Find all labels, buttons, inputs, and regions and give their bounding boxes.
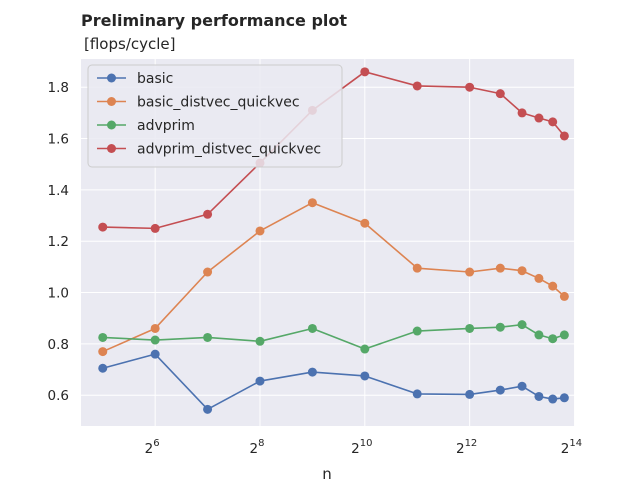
data-point	[559, 131, 569, 141]
data-point	[98, 332, 108, 342]
data-point	[412, 389, 422, 399]
x-tick-base: 2	[561, 441, 570, 457]
series-basic	[98, 349, 569, 414]
data-point	[203, 332, 213, 342]
legend-item: advprim_distvec_quickvec	[97, 142, 321, 158]
x-tick-label: 26	[145, 438, 160, 457]
data-point	[534, 273, 544, 283]
series-advprim	[98, 320, 569, 354]
x-axis-ticks: 26 28 210 212 214	[145, 438, 582, 457]
legend-label: advprim	[137, 118, 195, 134]
y-tick-label: 0.6	[48, 388, 69, 404]
chart-title: Preliminary performance plot	[81, 11, 347, 30]
data-point	[534, 113, 544, 123]
data-point	[559, 393, 569, 403]
data-point	[412, 263, 422, 273]
legend-marker	[107, 120, 116, 130]
data-point	[495, 89, 505, 99]
x-tick-base: 2	[456, 441, 465, 457]
data-point	[150, 223, 160, 233]
data-point	[495, 322, 505, 332]
legend-label: basic	[137, 71, 173, 87]
data-point	[534, 391, 544, 401]
data-point	[465, 267, 475, 277]
y-tick-label: 1.8	[48, 80, 69, 96]
data-point	[559, 330, 569, 340]
data-point	[150, 323, 160, 333]
data-point	[98, 363, 108, 373]
x-tick-exponent: 8	[258, 438, 264, 449]
data-point	[307, 367, 317, 377]
legend-box	[87, 64, 343, 168]
data-point	[548, 117, 558, 127]
y-tick-label: 1.4	[48, 183, 69, 199]
x-tick-label: 212	[456, 438, 477, 457]
x-tick-label: 214	[561, 438, 582, 457]
y-tick-label: 0.8	[48, 337, 69, 353]
data-point	[559, 291, 569, 301]
x-tick-exponent: 10	[360, 438, 373, 449]
data-point	[150, 349, 160, 359]
data-point	[150, 335, 160, 345]
x-tick-label: 28	[250, 438, 265, 457]
data-point	[255, 226, 265, 236]
data-point	[360, 344, 370, 354]
data-point	[203, 209, 213, 219]
data-point	[255, 376, 265, 386]
data-point	[412, 81, 422, 91]
data-point	[517, 320, 527, 330]
legend-marker	[107, 97, 116, 106]
y-tick-label: 1.2	[48, 234, 69, 250]
x-tick-exponent: 14	[569, 438, 582, 449]
data-point	[517, 266, 527, 276]
data-point	[548, 281, 558, 291]
x-tick-exponent: 12	[465, 438, 478, 449]
data-point	[360, 371, 370, 381]
series-group	[98, 67, 569, 414]
y-tick-label: 1.0	[48, 286, 69, 302]
x-axis-label: n	[322, 465, 332, 480]
x-tick-base: 2	[351, 441, 360, 457]
data-point	[465, 323, 475, 333]
x-tick-exponent: 6	[153, 438, 159, 449]
series-basic_distvec_quickvec	[98, 198, 569, 357]
y-axis-ticks: 0.6 0.8 1.0 1.2 1.4 1.6 1.8	[48, 80, 69, 404]
data-point	[495, 385, 505, 395]
data-point	[517, 381, 527, 391]
data-point	[203, 267, 213, 277]
data-point	[517, 108, 527, 118]
legend-marker	[107, 73, 116, 83]
x-tick-base: 2	[145, 441, 154, 457]
data-point	[98, 347, 108, 357]
legend-label: advprim_distvec_quickvec	[137, 142, 321, 158]
data-point	[548, 394, 558, 404]
x-tick-label: 210	[351, 438, 372, 457]
data-point	[98, 222, 108, 232]
data-point	[307, 198, 317, 208]
data-point	[307, 323, 317, 333]
x-tick-base: 2	[250, 441, 259, 457]
data-point	[465, 389, 475, 399]
legend-marker	[107, 144, 116, 153]
data-point	[360, 218, 370, 228]
legend-label: basic_distvec_quickvec	[137, 95, 300, 111]
data-point	[255, 336, 265, 346]
data-point	[412, 326, 422, 336]
data-point	[465, 82, 475, 92]
y-tick-label: 1.6	[48, 132, 69, 148]
data-point	[203, 404, 213, 414]
legend-item: basic	[97, 71, 173, 87]
data-point	[360, 67, 370, 77]
chart-subtitle: [flops/cycle]	[84, 35, 176, 53]
legend-item: basic_distvec_quickvec	[97, 95, 300, 111]
data-point	[548, 334, 558, 344]
legend-item: advprim	[97, 118, 195, 134]
data-point	[534, 330, 544, 340]
data-point	[495, 263, 505, 273]
